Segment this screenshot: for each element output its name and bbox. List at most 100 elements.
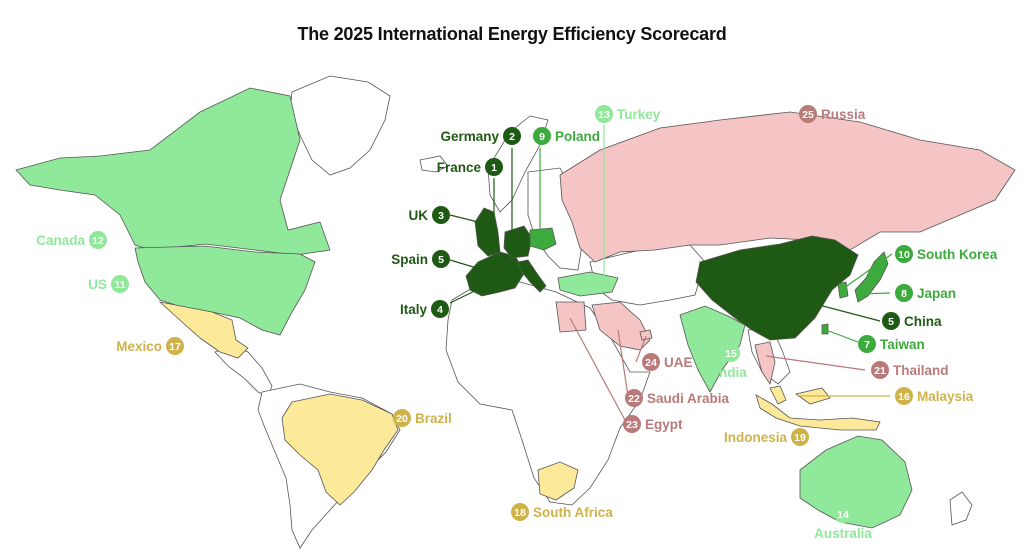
us-rank-badge — [111, 275, 129, 293]
uae-name: UAE — [664, 355, 693, 370]
brazil-rank: 20 — [396, 413, 408, 425]
canada-name: Canada — [36, 233, 85, 248]
turkey-name: Turkey — [617, 107, 661, 122]
uae-rank-badge — [642, 353, 660, 371]
us-shape — [134, 245, 316, 336]
poland-rank: 9 — [539, 131, 545, 143]
china-rank-badge — [882, 312, 900, 330]
thailand-label: 21 Thailand — [871, 361, 949, 379]
canada-label: 12 Canada — [36, 231, 107, 249]
poland-rank-badge — [533, 127, 551, 145]
turkey-rank: 13 — [598, 109, 610, 121]
thailand-name: Thailand — [893, 363, 949, 378]
taiwan-name: Taiwan — [880, 337, 925, 352]
thailand-rank-badge — [871, 361, 889, 379]
indonesia-rank-badge — [791, 428, 809, 446]
germany-shape — [503, 225, 533, 259]
russia-label: 25 Russia — [799, 105, 866, 123]
india-name: India — [715, 365, 747, 380]
leader-line-uae — [635, 335, 647, 363]
leader-line-italy — [449, 264, 529, 304]
malaysia-label: 16 Malaysia — [895, 387, 974, 405]
mexico-shape — [158, 301, 249, 359]
japan-shape — [854, 251, 889, 303]
egypt-shape — [555, 301, 587, 333]
uk-label: 3 UK — [409, 206, 450, 224]
brazil-label: 20 Brazil — [393, 409, 452, 427]
taiwan-label: 7 Taiwan — [858, 335, 925, 353]
brazil-shape — [281, 393, 399, 506]
australia-label: 14 Australia — [814, 505, 872, 541]
spain-label: 5 Spain — [391, 250, 450, 268]
poland-name: Poland — [555, 129, 600, 144]
indonesia-shape — [755, 394, 881, 431]
india-rank: 15 — [725, 348, 737, 360]
malaysia-name: Malaysia — [917, 389, 974, 404]
brazil-name: Brazil — [415, 411, 452, 426]
uae-label: 24 UAE — [642, 353, 693, 371]
leader-line-japan — [859, 292, 891, 295]
mexico-name: Mexico — [116, 339, 162, 354]
germany-rank-badge — [503, 127, 521, 145]
russia-name: Russia — [821, 107, 866, 122]
malaysia-shape — [769, 385, 831, 405]
southafrica-name: South Africa — [533, 505, 613, 520]
italy-name: Italy — [400, 302, 428, 317]
spain-rank-badge — [432, 250, 450, 268]
uk-name: UK — [409, 208, 429, 223]
leader-line-saudi-arabia — [617, 329, 629, 397]
china-name: China — [904, 314, 942, 329]
brazil-rank-badge — [393, 409, 411, 427]
us-label: 11 US — [88, 275, 129, 293]
indonesia-rank: 19 — [794, 432, 806, 444]
japan-rank-badge — [895, 284, 913, 302]
japan-rank: 8 — [901, 288, 907, 300]
thailand-shape — [754, 341, 776, 385]
saudiarabia-label: 22 Saudi Arabia — [625, 389, 730, 407]
italy-shape — [517, 259, 547, 293]
france-rank-badge — [485, 158, 503, 176]
japan-name: Japan — [917, 286, 956, 301]
egypt-label: 23 Egypt — [623, 415, 683, 433]
south-africa-shape — [537, 461, 579, 501]
saudiarabia-rank-badge — [625, 389, 643, 407]
italy-rank-badge — [431, 300, 449, 318]
greenland-shape — [289, 75, 391, 176]
uae-shape — [639, 329, 653, 341]
turkey-shape — [557, 271, 619, 297]
malaysia-rank: 16 — [898, 391, 910, 403]
egypt-rank: 23 — [626, 419, 638, 431]
india-label: 15 India — [715, 344, 747, 380]
france-label: 1 France — [437, 158, 503, 176]
russia-rank: 25 — [802, 109, 814, 121]
italy-rank: 4 — [437, 304, 443, 316]
canada-rank-badge — [89, 231, 107, 249]
uk-rank: 3 — [438, 210, 444, 222]
malaysia-rank-badge — [895, 387, 913, 405]
saudi-arabia-shape — [591, 301, 651, 351]
saudiarabia-rank: 22 — [628, 393, 640, 405]
mexico-rank: 17 — [169, 341, 181, 353]
france-rank: 1 — [491, 162, 497, 174]
indonesia-name: Indonesia — [724, 430, 788, 445]
mexico-rank-badge — [166, 337, 184, 355]
egypt-name: Egypt — [645, 417, 683, 432]
mexico-label: 17 Mexico — [116, 337, 184, 355]
thailand-rank: 21 — [874, 365, 886, 377]
us-name: US — [88, 277, 107, 292]
germany-rank: 2 — [509, 131, 515, 143]
taiwan-shape — [821, 323, 829, 335]
scandinavia-shape — [487, 115, 549, 213]
new-zealand-shape — [949, 491, 973, 526]
taiwan-rank: 7 — [864, 339, 870, 351]
map-title: The 2025 International Energy Efficiency… — [297, 24, 727, 44]
country-shapes — [15, 87, 1016, 529]
egypt-rank-badge — [623, 415, 641, 433]
iceland-shape — [419, 155, 449, 173]
leader-line-egypt — [569, 317, 627, 423]
turkey-rank-badge — [595, 105, 613, 123]
uae-rank: 24 — [645, 357, 657, 369]
poland-shape — [529, 227, 557, 251]
china-label: 5 China — [882, 312, 942, 330]
